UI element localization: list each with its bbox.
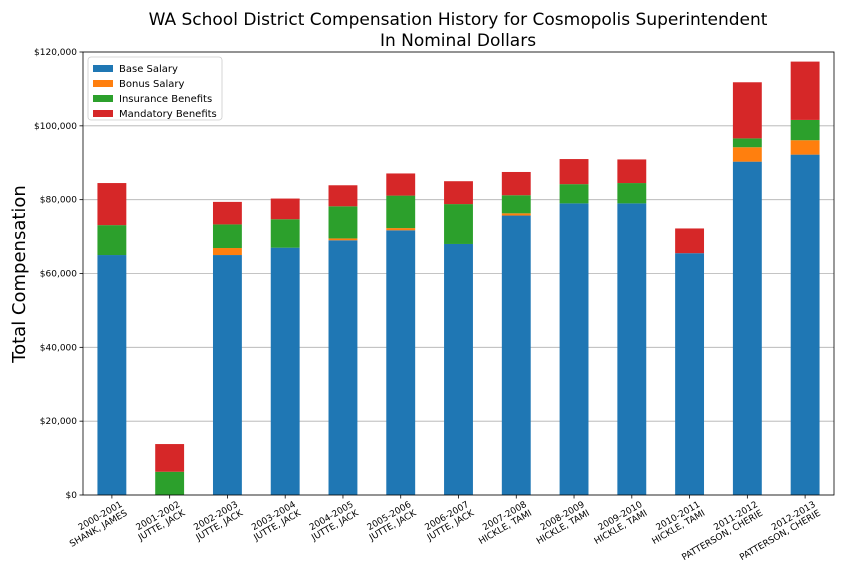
bar-segment: [559, 203, 589, 495]
bar-segment: [732, 138, 762, 148]
y-tick-label: $60,000: [40, 270, 77, 280]
y-tick-label: $120,000: [34, 48, 77, 58]
bar-segment: [270, 198, 300, 220]
y-axis-label: Total Compensation: [9, 185, 30, 364]
bars-layer: [97, 61, 820, 495]
legend-label: Mandatory Benefits: [119, 109, 217, 120]
bar-segment: [732, 82, 762, 139]
bar-segment: [790, 140, 820, 155]
bar-segment: [212, 255, 242, 495]
bar-segment: [386, 195, 416, 229]
bar-segment: [501, 215, 531, 495]
bar-segment: [155, 444, 185, 472]
y-tick-label: $20,000: [40, 417, 77, 427]
bar-segment: [97, 255, 127, 495]
legend-box: [87, 56, 223, 121]
bar-segment: [617, 159, 647, 184]
bar-segment: [501, 213, 531, 216]
legend-swatch: [93, 80, 113, 87]
bar-segment: [270, 247, 300, 495]
plot-frame: [82, 51, 835, 496]
bar-segment: [155, 471, 185, 495]
bar-segment: [617, 203, 647, 495]
bar-segment: [270, 219, 300, 248]
legend-label: Insurance Benefits: [119, 94, 212, 105]
bar-segment: [444, 204, 473, 244]
bar-segment: [328, 185, 358, 207]
y-tick-label: $80,000: [40, 196, 77, 206]
bar-segment: [790, 119, 820, 141]
bar-segment: [97, 225, 127, 256]
bar-segment: [732, 147, 762, 162]
bar-segment: [386, 228, 416, 231]
bar-segment: [559, 159, 589, 185]
legend-label: Base Salary: [119, 64, 178, 75]
bar-segment: [328, 238, 358, 241]
legend-label: Bonus Salary: [119, 79, 185, 90]
legend-swatch: [93, 65, 113, 72]
bar-segment: [444, 181, 473, 205]
bar-segment: [444, 243, 473, 495]
bar-segment: [386, 173, 416, 196]
bar-segment: [617, 183, 647, 204]
bar-segment: [559, 184, 589, 204]
bar-segment: [328, 206, 358, 239]
bar-segment: [675, 228, 705, 254]
y-tick-label: $40,000: [40, 343, 77, 353]
legend: Base Salary Bonus Salary Insurance Benefit…: [87, 56, 223, 121]
bar-segment: [501, 195, 531, 214]
bar-segment: [328, 240, 358, 495]
legend-swatch: [93, 95, 113, 102]
bar-segment: [732, 161, 762, 495]
chart-title: WA School District Compensation History …: [149, 10, 768, 30]
bar-segment: [212, 248, 242, 256]
y-tick-label: $100,000: [34, 122, 77, 132]
bar-segment: [501, 171, 531, 196]
bar-segment: [97, 183, 127, 226]
bar-segment: [386, 230, 416, 495]
bar-segment: [212, 224, 242, 249]
axes-layer: $0 $20,000 $40,000 $60,000 $80,000 $100,000 $1…: [34, 48, 835, 563]
bar-segment: [675, 253, 705, 495]
bar-segment: [212, 201, 242, 225]
legend-swatch: [93, 110, 113, 117]
bar-segment: [790, 61, 820, 120]
y-tick-label: $0: [66, 491, 78, 501]
bar-segment: [790, 154, 820, 495]
chart-subtitle: In Nominal Dollars: [380, 31, 536, 51]
